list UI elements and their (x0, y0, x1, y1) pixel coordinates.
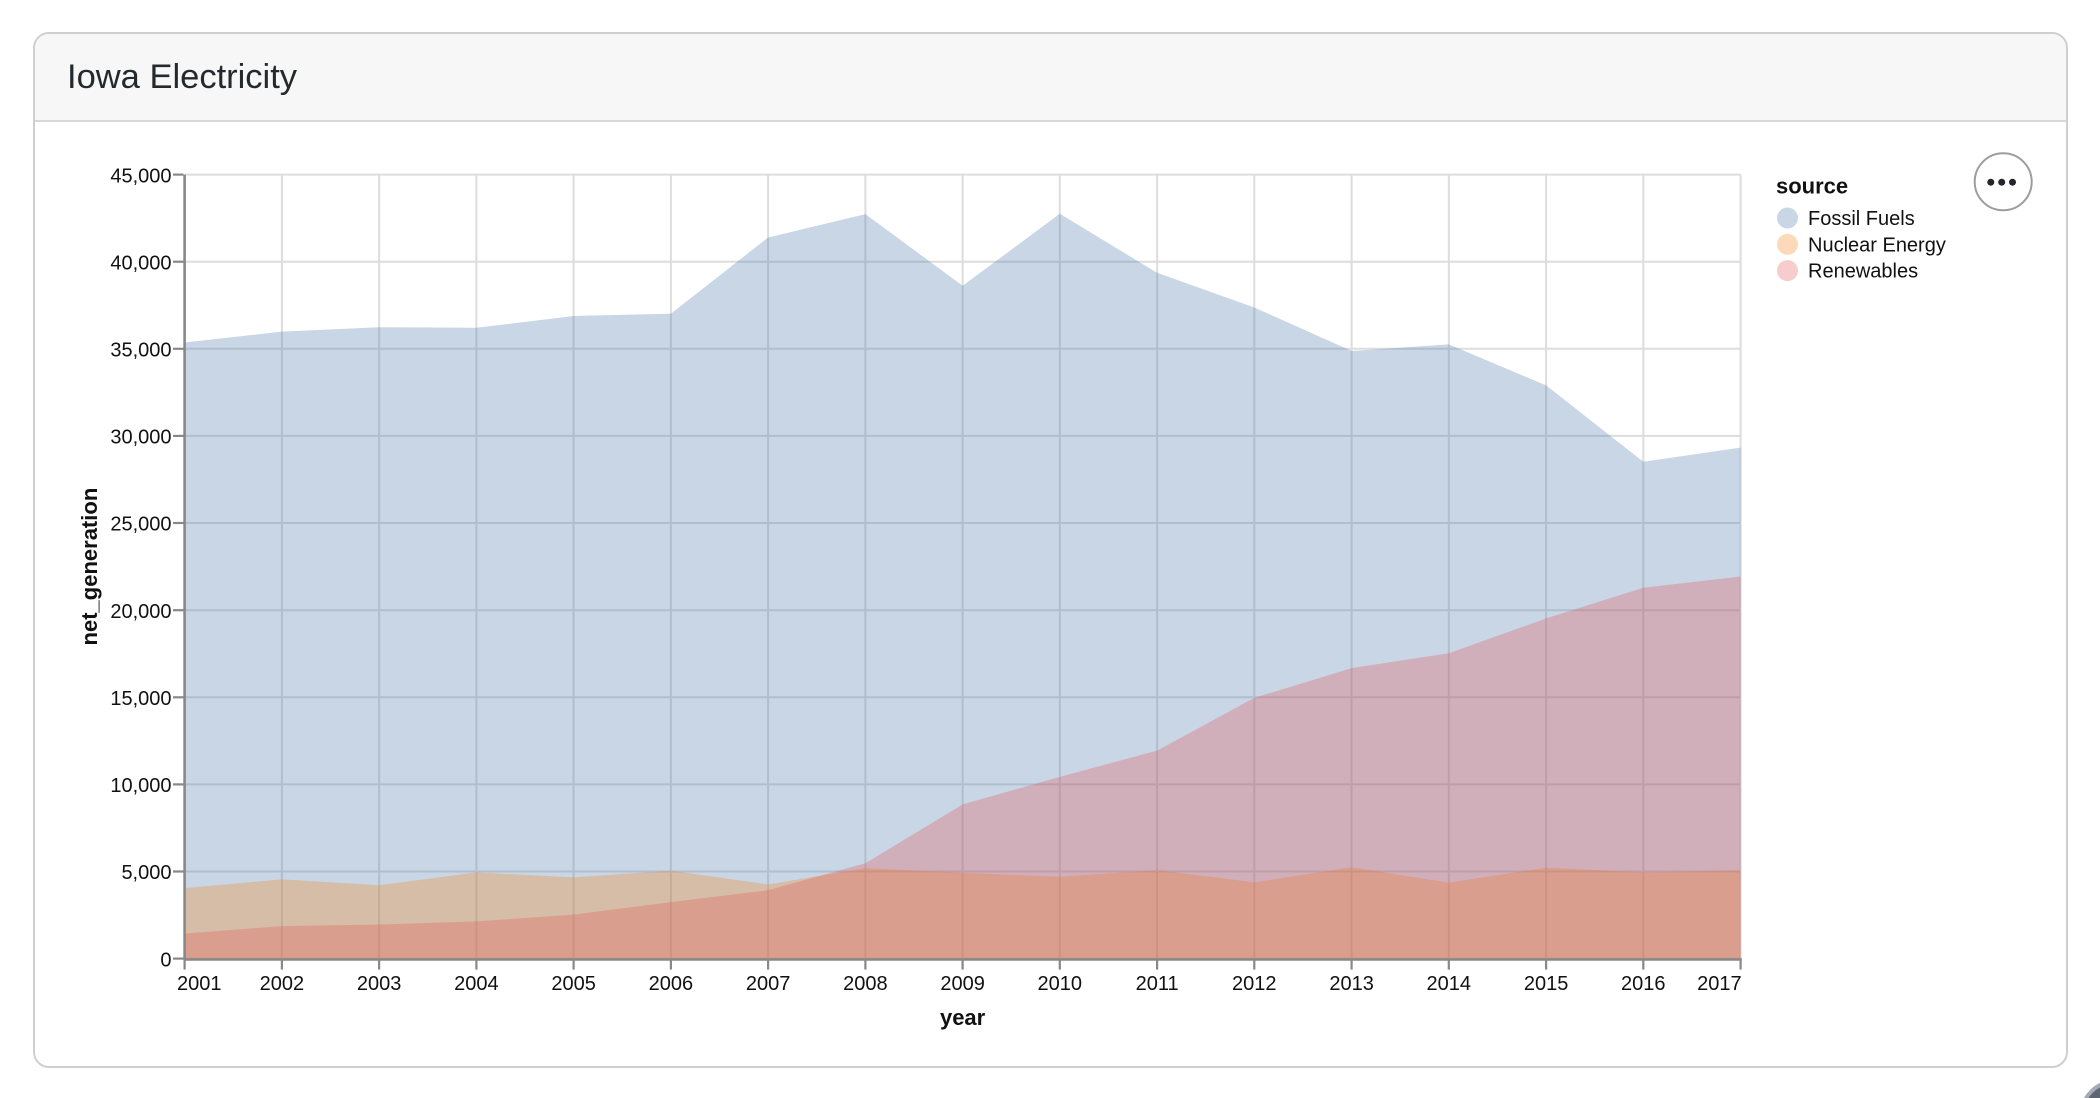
svg-text:20,000: 20,000 (110, 601, 171, 623)
svg-text:15,000: 15,000 (110, 688, 171, 710)
svg-text:0: 0 (160, 949, 171, 971)
svg-text:year: year (940, 1005, 986, 1030)
svg-text:2011: 2011 (1136, 973, 1179, 995)
svg-text:2016: 2016 (1621, 973, 1666, 995)
svg-text:2002: 2002 (260, 973, 305, 995)
svg-text:2017: 2017 (1697, 973, 1742, 995)
svg-text:2008: 2008 (843, 973, 888, 995)
svg-text:2012: 2012 (1232, 973, 1277, 995)
svg-text:2014: 2014 (1427, 973, 1472, 995)
svg-text:40,000: 40,000 (110, 252, 171, 274)
svg-text:2010: 2010 (1038, 973, 1083, 995)
svg-text:5,000: 5,000 (121, 862, 171, 884)
svg-text:Nuclear Energy: Nuclear Energy (1808, 234, 1946, 256)
svg-text:45,000: 45,000 (110, 165, 171, 187)
svg-text:Renewables: Renewables (1808, 261, 1918, 283)
svg-text:2007: 2007 (746, 973, 791, 995)
svg-text:2006: 2006 (649, 973, 694, 995)
svg-text:net_generation: net_generation (77, 488, 102, 646)
svg-text:2015: 2015 (1524, 973, 1569, 995)
svg-text:35,000: 35,000 (110, 340, 171, 362)
svg-text:Fossil Fuels: Fossil Fuels (1808, 208, 1915, 230)
svg-text:source: source (1776, 174, 1848, 199)
svg-text:2004: 2004 (454, 973, 499, 995)
svg-text:10,000: 10,000 (110, 775, 171, 797)
svg-text:25,000: 25,000 (110, 514, 171, 536)
svg-text:2013: 2013 (1329, 973, 1374, 995)
svg-text:30,000: 30,000 (110, 427, 171, 449)
svg-text:2001: 2001 (177, 973, 222, 995)
svg-text:2005: 2005 (551, 973, 596, 995)
svg-text:2009: 2009 (940, 973, 985, 995)
svg-text:2003: 2003 (357, 973, 402, 995)
